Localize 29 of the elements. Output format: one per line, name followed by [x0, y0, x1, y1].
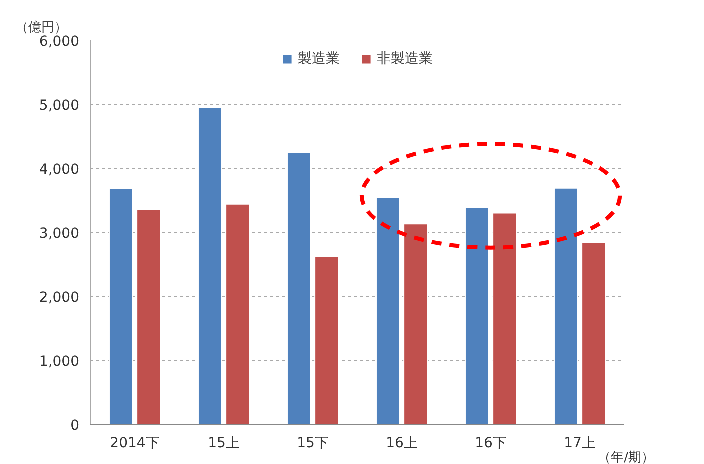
y-tick-label: 0 — [70, 418, 80, 434]
bar — [286, 152, 312, 424]
bar — [554, 188, 578, 424]
bar — [226, 204, 250, 424]
y-tick-label: 5,000 — [39, 98, 80, 114]
y-tick-label: 6,000 — [39, 34, 80, 50]
bar — [464, 207, 490, 424]
y-tick-label: 1,000 — [39, 354, 80, 370]
legend-label: 非製造業 — [377, 50, 433, 68]
bar — [136, 208, 162, 424]
bar — [108, 188, 134, 424]
x-axis-title: （年/期） — [598, 450, 655, 464]
x-tick-label: 16下 — [475, 436, 507, 452]
bar — [314, 256, 340, 424]
x-tick-label: 16上 — [386, 436, 418, 452]
bar — [492, 212, 518, 424]
bar — [404, 224, 428, 424]
x-tick-label: 15下 — [297, 436, 329, 452]
y-tick-label: 4,000 — [39, 162, 80, 178]
legend-label: 製造業 — [298, 50, 340, 68]
y-axis-title: （億円） — [16, 20, 68, 36]
x-tick-label: 15上 — [208, 436, 240, 452]
x-tick-label: 2014下 — [110, 436, 160, 452]
bar — [376, 197, 400, 424]
bar — [198, 107, 222, 424]
bar — [582, 242, 606, 424]
x-tick-label: 17上 — [564, 436, 596, 452]
y-tick-label: 2,000 — [39, 290, 80, 306]
y-tick-label: 3,000 — [39, 226, 80, 242]
